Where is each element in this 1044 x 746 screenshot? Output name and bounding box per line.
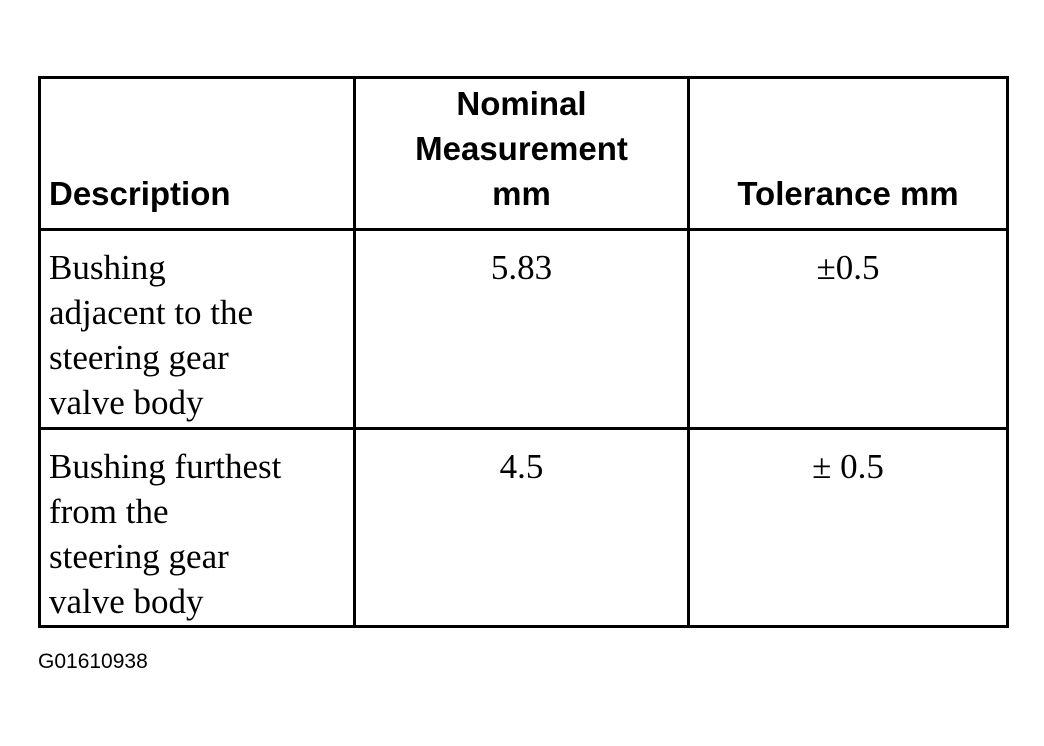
- text-line: 5.83: [490, 248, 553, 287]
- text-line: ±0.5: [816, 248, 880, 287]
- text-line: Bushing furthest: [49, 447, 282, 486]
- header-cell: Tolerance mm: [687, 76, 1009, 231]
- figure-id: G01610938: [38, 650, 148, 673]
- text-line: 4.5: [499, 447, 544, 486]
- text-line: Bushing: [49, 248, 166, 287]
- text-line: valve body: [49, 383, 204, 422]
- text-line: Nominal: [456, 85, 587, 122]
- table-cell: ± 0.5: [687, 427, 1009, 628]
- table-cell: 4.5: [353, 427, 690, 628]
- text-line: steering gear: [49, 338, 229, 377]
- table-cell: Bushing furthest from the steering gear val…: [38, 427, 356, 628]
- text-line: Description: [49, 175, 231, 212]
- table-cell: Bushing adjacent to the steering gear valve…: [38, 228, 356, 430]
- text-line: valve body: [49, 582, 204, 621]
- text-line: Tolerance mm: [737, 175, 959, 212]
- text-line: ± 0.5: [812, 447, 884, 486]
- text-line: Measurement: [415, 130, 628, 167]
- text-line: adjacent to the: [49, 293, 254, 332]
- text-line: from the: [49, 492, 169, 531]
- header-cell: Description: [38, 76, 356, 231]
- text-line: steering gear: [49, 537, 229, 576]
- table-cell: ±0.5: [687, 228, 1009, 430]
- text-line: mm: [492, 175, 551, 212]
- table-cell: 5.83: [353, 228, 690, 430]
- header-cell: Nominal Measurement mm: [353, 76, 690, 231]
